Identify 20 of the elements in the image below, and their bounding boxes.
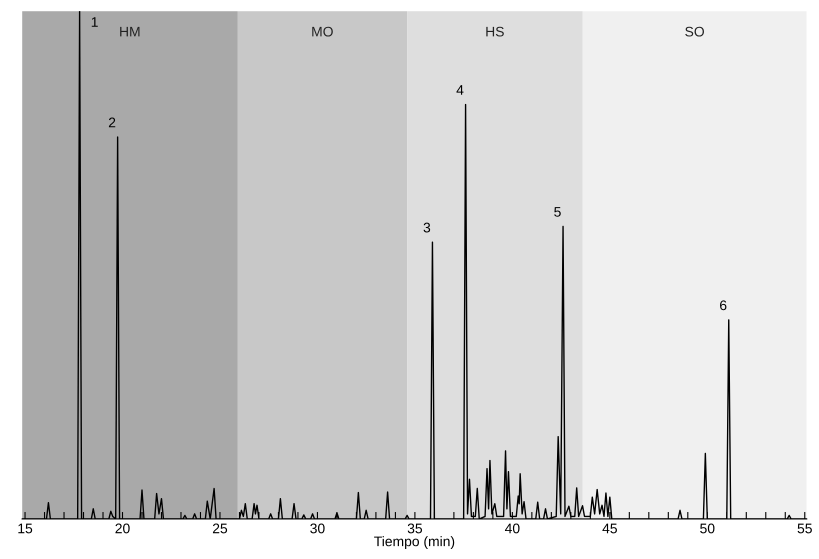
x-tick-label: 15 [18, 524, 32, 534]
annotation: 4 [456, 85, 464, 95]
x-tick-label: 40 [504, 524, 520, 534]
x-axis-title: Tiempo (min) [374, 536, 454, 550]
x-tick-label: 55 [798, 524, 812, 534]
band-label: SO [685, 26, 704, 37]
band-label: MO [312, 26, 333, 37]
annotation: 2 [108, 118, 116, 128]
x-tick-label: 25 [212, 524, 228, 534]
x-tick-label: 30 [310, 524, 325, 534]
x-tick-label: 20 [115, 524, 130, 534]
x-tick-label: 50 [700, 524, 714, 534]
band-label: HM [120, 26, 140, 36]
annotation: 3 [424, 222, 430, 233]
band-label: HS [486, 26, 504, 37]
x-tick-label: 35 [408, 524, 422, 534]
annotation: 6 [720, 300, 726, 310]
x-tick-label: 45 [602, 524, 617, 534]
annotation: 5 [554, 207, 561, 217]
annotation: 1 [92, 17, 98, 27]
